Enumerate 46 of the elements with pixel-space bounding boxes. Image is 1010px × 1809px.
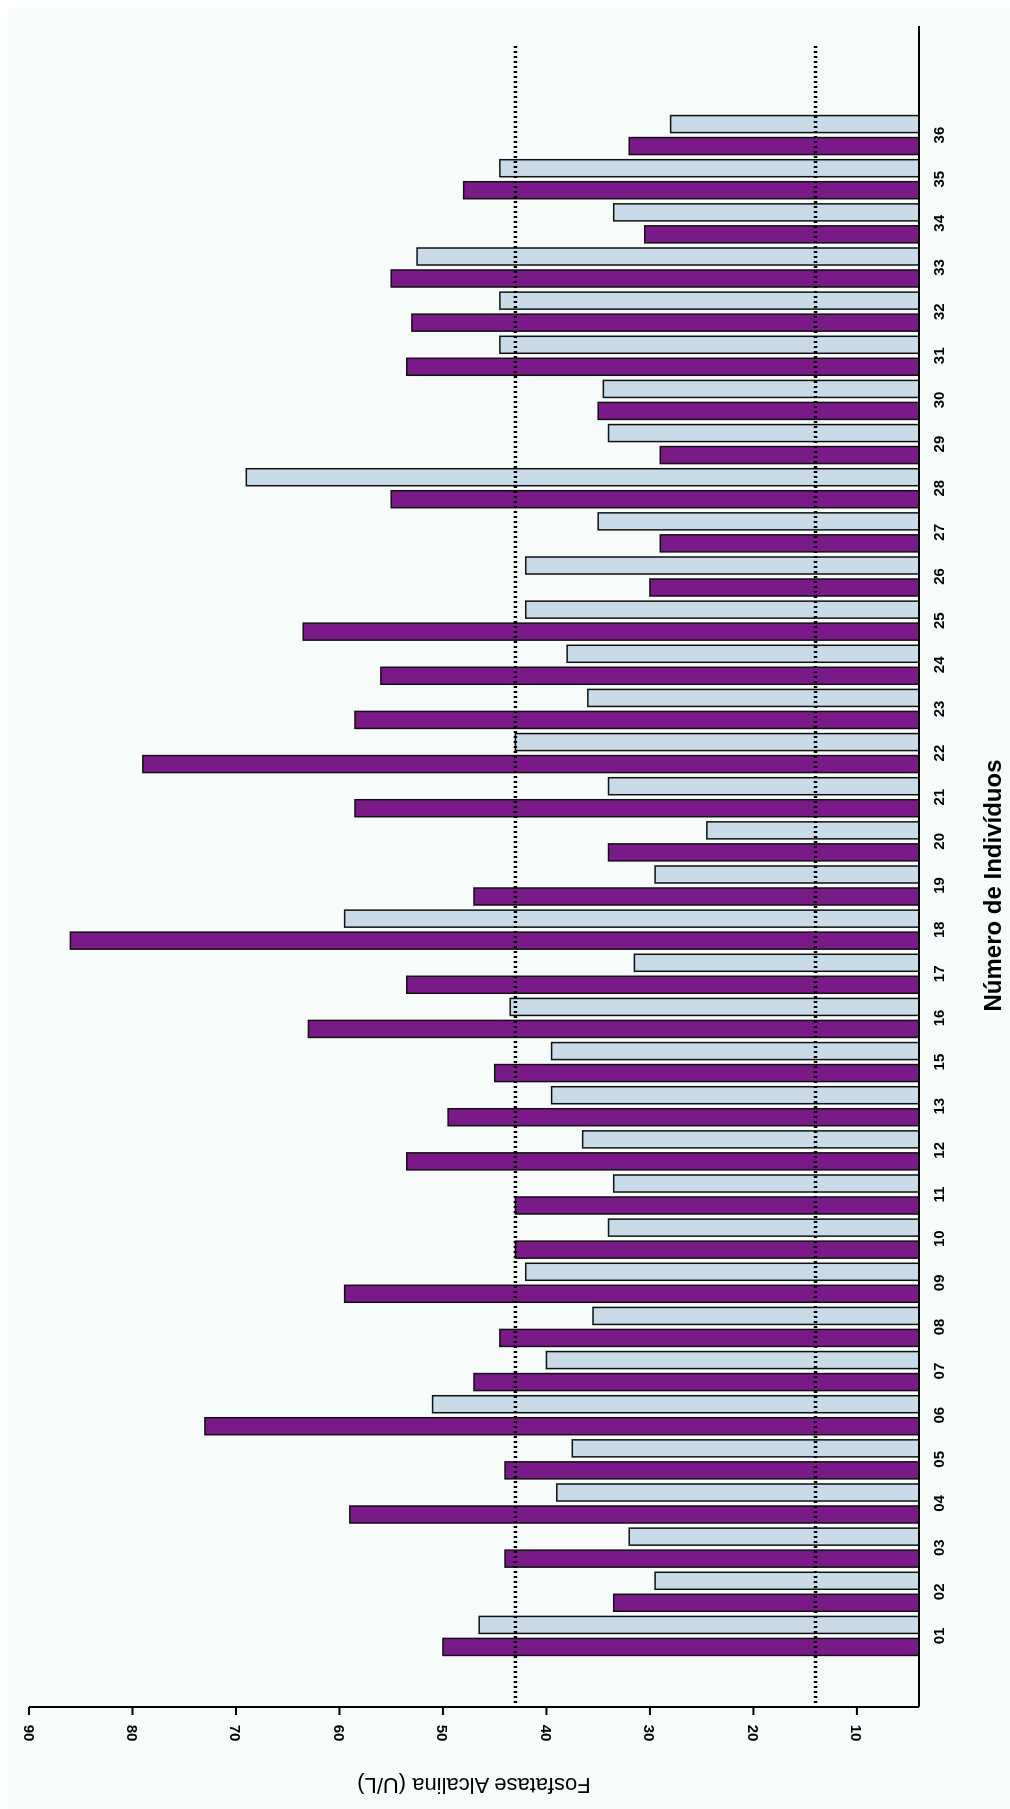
y-tick-label: 06 (929, 1406, 947, 1424)
y-axis-title: Número de Indivíduos (978, 759, 1006, 1012)
y-tick-label: 28 (929, 479, 947, 497)
y-tick-label: 12 (929, 1142, 947, 1159)
y-tick-label: 25 (929, 612, 947, 629)
y-tick-label: 34 (929, 214, 947, 232)
y-tick-label: 05 (929, 1451, 947, 1468)
y-tick-label: 10 (929, 1230, 947, 1247)
y-tick-label: 04 (929, 1494, 947, 1512)
y-tick-label: 21 (929, 788, 947, 806)
y-tick-label: 19 (929, 877, 947, 894)
x-tick-label: 90 (20, 1724, 38, 1742)
y-tick-label: 02 (929, 1583, 947, 1601)
y-tick-label: 13 (929, 1097, 947, 1115)
x-tick-label: 50 (434, 1724, 452, 1742)
y-tick-label: 18 (929, 921, 947, 938)
y-tick-label: 01 (929, 1627, 947, 1645)
y-tick-label: 26 (929, 568, 947, 585)
y-tick-label: 03 (929, 1539, 947, 1556)
y-tick-label: 24 (929, 655, 947, 674)
y-tick-label: 33 (929, 259, 947, 276)
y-tick-label: 22 (929, 744, 947, 762)
x-tick-label: 60 (330, 1724, 348, 1742)
y-tick-label: 31 (929, 347, 947, 365)
x-tick-label: 10 (848, 1724, 866, 1742)
x-tick-label: 30 (641, 1724, 659, 1742)
y-tick-label: 07 (929, 1362, 947, 1380)
y-tick-label: 29 (929, 435, 947, 453)
y-tick-label: 20 (929, 833, 947, 850)
y-tick-label: 35 (929, 170, 947, 188)
x-tick-label: 70 (227, 1724, 245, 1742)
y-tick-label: 23 (929, 700, 947, 718)
y-tick-label: 27 (929, 524, 947, 541)
y-tick-label: 32 (929, 303, 947, 320)
y-tick-label: 11 (929, 1186, 947, 1203)
x-tick-label: 80 (123, 1724, 141, 1742)
y-tick-label: 08 (929, 1318, 947, 1336)
y-tick-label: 17 (929, 965, 947, 983)
x-tick-label: 40 (537, 1724, 555, 1742)
y-tick-label: 15 (929, 1053, 947, 1071)
x-tick-label: 20 (744, 1724, 762, 1742)
y-tick-label: 09 (929, 1274, 947, 1292)
y-tick-label: 30 (929, 391, 947, 409)
y-tick-label: 36 (929, 126, 947, 144)
x-axis-title: Fosfatase Alcalina (U/L) (357, 1772, 591, 1798)
y-tick-label: 16 (929, 1009, 947, 1027)
